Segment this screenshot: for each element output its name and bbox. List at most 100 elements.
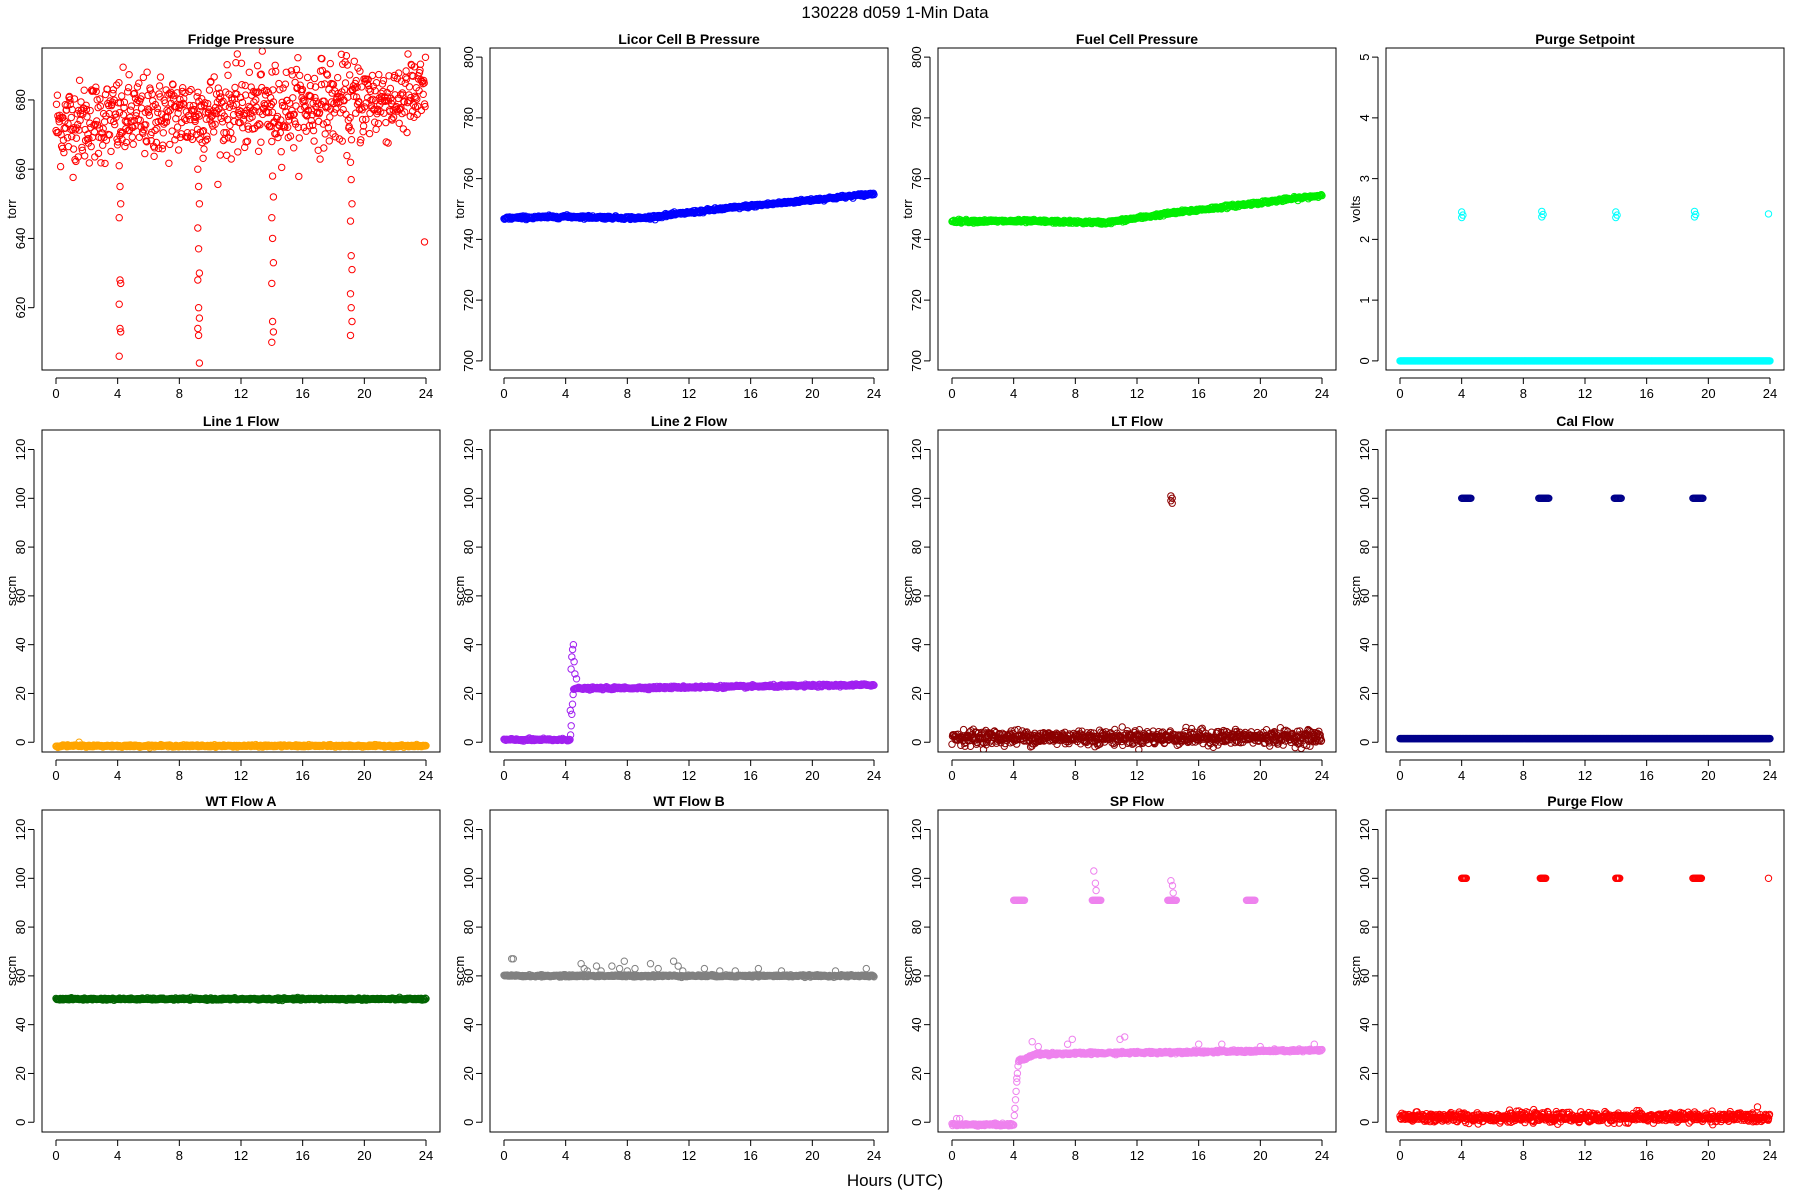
- data-point: [124, 88, 132, 96]
- data-point: [276, 128, 284, 137]
- data-point: [571, 670, 579, 678]
- data-point: [385, 72, 393, 80]
- data-point: [1764, 210, 1773, 218]
- data-point: [135, 79, 143, 87]
- data-point: [572, 675, 581, 683]
- data-point: [569, 641, 578, 649]
- data-point: [97, 159, 105, 167]
- y-tick-label: 80: [909, 540, 924, 554]
- data-point: [194, 276, 202, 284]
- x-tick-label: 24: [1763, 386, 1777, 401]
- data-point: [93, 117, 101, 125]
- data-point: [189, 102, 198, 110]
- data-point: [294, 123, 302, 132]
- data-point: [229, 102, 237, 110]
- x-tick-label: 8: [624, 386, 631, 401]
- panel-title: Fridge Pressure: [188, 31, 295, 47]
- data-point: [249, 87, 258, 96]
- x-tick-label: 20: [805, 768, 819, 783]
- x-tick-label: 16: [743, 768, 757, 783]
- x-tick-label: 0: [52, 386, 59, 401]
- panel-title: Fuel Cell Pressure: [1076, 31, 1198, 47]
- y-tick-label: 40: [461, 637, 476, 651]
- panel-title: Purge Setpoint: [1535, 31, 1635, 47]
- data-point: [298, 85, 307, 94]
- data-point: [149, 102, 157, 111]
- data-point: [347, 136, 356, 144]
- y-tick-label: 5: [1357, 53, 1372, 60]
- data-point: [1317, 191, 1326, 199]
- data-point: [568, 710, 576, 718]
- data-point: [257, 70, 265, 78]
- data-point: [217, 98, 226, 107]
- data-point: [252, 96, 260, 104]
- data-point: [82, 105, 91, 114]
- x-tick-label: 24: [867, 768, 881, 783]
- data-point: [62, 106, 71, 114]
- data-point: [101, 159, 109, 168]
- data-point: [82, 101, 90, 110]
- data-point: [307, 92, 315, 101]
- data-point: [258, 48, 266, 55]
- data-points: [948, 191, 1326, 228]
- data-point: [567, 722, 575, 730]
- data-point: [77, 106, 86, 115]
- data-point: [1317, 736, 1326, 745]
- data-point: [323, 71, 332, 79]
- data-point: [269, 193, 278, 201]
- data-point: [360, 103, 369, 111]
- data-point: [570, 658, 578, 666]
- data-point: [410, 63, 419, 71]
- data-point: [296, 71, 304, 80]
- data-point: [346, 290, 355, 298]
- data-point: [289, 94, 297, 102]
- data-point: [1181, 727, 1189, 736]
- data-point: [302, 127, 310, 135]
- data-point: [384, 139, 392, 147]
- data-point: [317, 54, 325, 63]
- data-point: [347, 252, 355, 260]
- x-tick-label: 24: [867, 386, 881, 401]
- data-point: [150, 144, 159, 152]
- data-point: [174, 109, 182, 118]
- data-point: [128, 133, 137, 141]
- data-point: [99, 109, 108, 118]
- data-point: [205, 105, 213, 114]
- data-point: [277, 148, 285, 156]
- data-point: [137, 104, 146, 112]
- data-point: [168, 127, 176, 135]
- data-point: [85, 159, 94, 167]
- data-point: [68, 132, 76, 141]
- x-tick-label: 16: [743, 386, 757, 401]
- data-point: [113, 141, 122, 149]
- data-point: [241, 143, 249, 152]
- data-point: [206, 116, 214, 124]
- data-point: [191, 117, 199, 126]
- data-point: [286, 111, 294, 119]
- data-point: [346, 114, 354, 122]
- data-point: [85, 135, 93, 143]
- data-point: [268, 137, 276, 146]
- data-point: [126, 106, 135, 114]
- data-point: [404, 50, 412, 58]
- data-point: [1315, 727, 1323, 735]
- plot-frame: [937, 47, 1337, 371]
- data-point: [92, 87, 100, 96]
- data-point: [124, 83, 133, 92]
- data-point: [421, 53, 430, 61]
- data-point: [284, 123, 292, 132]
- data-point: [295, 134, 303, 142]
- data-point: [292, 102, 300, 110]
- data-point: [141, 149, 149, 158]
- data-point: [315, 108, 324, 117]
- data-point: [214, 180, 222, 189]
- x-tick-label: 4: [1458, 386, 1465, 401]
- data-point: [268, 108, 277, 117]
- data-point: [175, 100, 184, 109]
- data-point: [419, 90, 427, 99]
- data-point: [234, 148, 242, 156]
- data-point: [143, 68, 151, 76]
- data-point: [115, 300, 123, 308]
